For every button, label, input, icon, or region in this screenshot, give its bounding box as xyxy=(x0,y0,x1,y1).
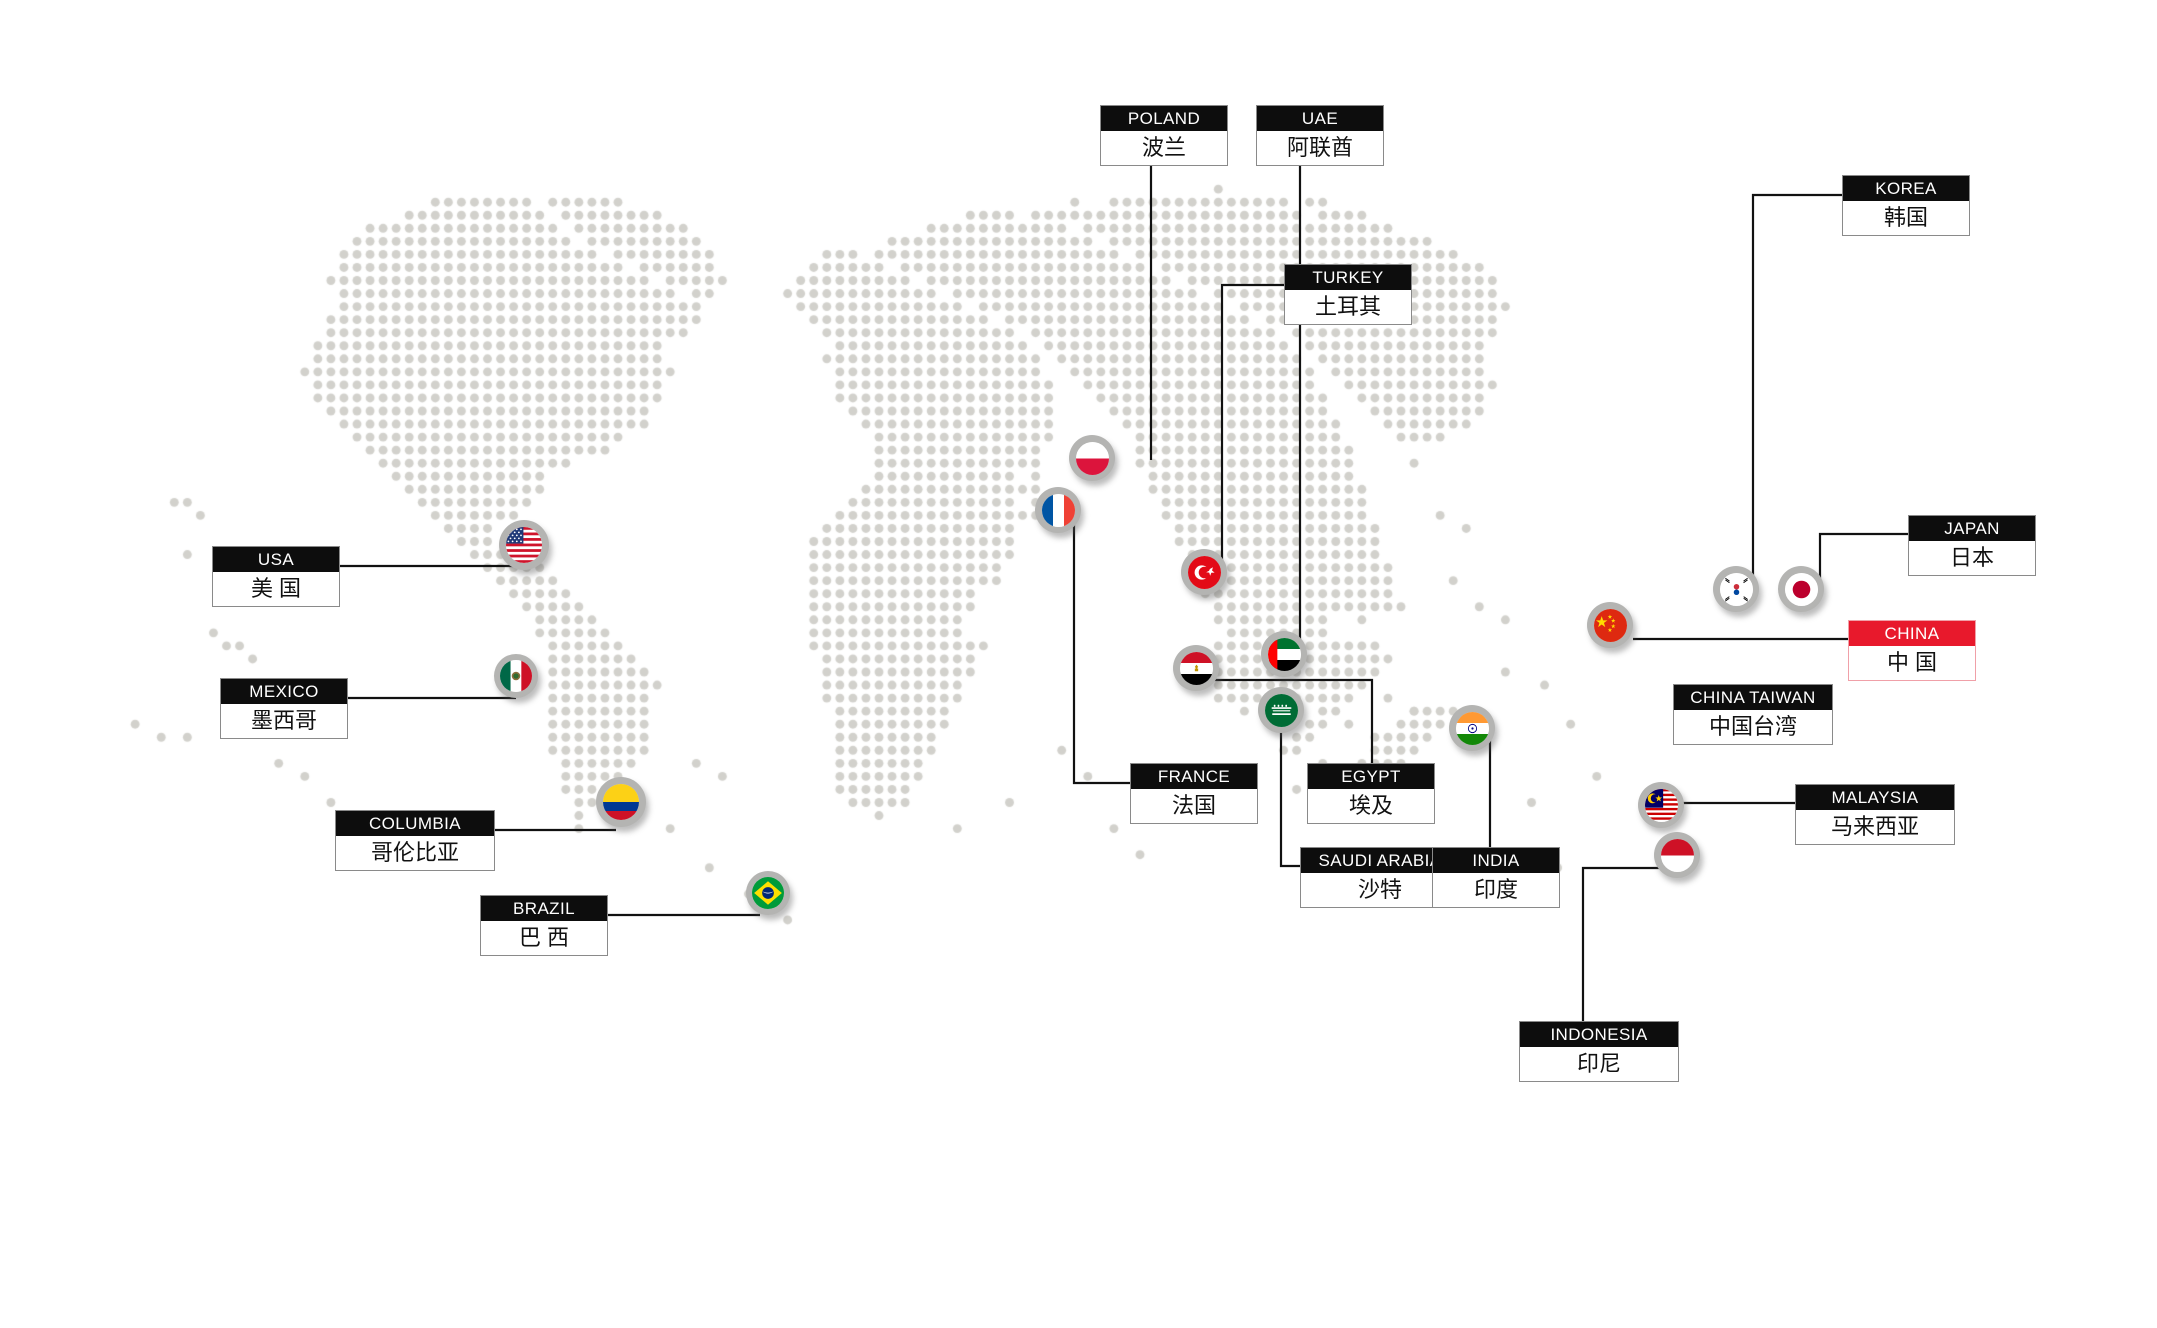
malaysia-flag-icon xyxy=(1644,788,1678,822)
country-label-zh: 阿联酋 xyxy=(1257,131,1383,165)
country-label-en: TURKEY xyxy=(1285,265,1411,290)
country-label-japan[interactable]: JAPAN 日本 xyxy=(1908,515,2036,576)
country-label-zh: 墨西哥 xyxy=(221,704,347,738)
indonesia-flag-icon xyxy=(1660,838,1694,872)
country-label-france[interactable]: FRANCE 法国 xyxy=(1130,763,1258,824)
country-label-zh: 波兰 xyxy=(1101,131,1227,165)
country-label-en: KOREA xyxy=(1843,176,1969,201)
map-marker-saudi-arabia[interactable] xyxy=(1258,687,1304,733)
saudi-arabia-flag-icon xyxy=(1264,693,1298,727)
country-label-turkey[interactable]: TURKEY 土耳其 xyxy=(1284,264,1412,325)
turkey-flag-icon xyxy=(1187,555,1221,589)
korea-flag-icon xyxy=(1719,572,1753,606)
map-marker-egypt[interactable] xyxy=(1173,645,1219,691)
map-marker-turkey[interactable] xyxy=(1181,549,1227,595)
country-label-india[interactable]: INDIA 印度 xyxy=(1432,847,1560,908)
indonesia-wire xyxy=(1581,866,1688,1021)
map-marker-mexico[interactable] xyxy=(494,654,538,698)
egypt-flag-icon xyxy=(1179,651,1213,685)
country-label-zh: 哥伦比亚 xyxy=(336,836,494,870)
country-label-indonesia[interactable]: INDONESIA 印尼 xyxy=(1519,1021,1679,1082)
japan-flag-icon xyxy=(1784,572,1818,606)
country-label-zh: 马来西亚 xyxy=(1796,810,1954,844)
india-flag-icon xyxy=(1455,711,1489,745)
country-label-en: MALAYSIA xyxy=(1796,785,1954,810)
country-label-egypt[interactable]: EGYPT 埃及 xyxy=(1307,763,1435,824)
country-label-en: POLAND xyxy=(1101,106,1227,131)
brazil-flag-icon xyxy=(752,877,784,909)
map-marker-france[interactable] xyxy=(1035,487,1081,533)
country-label-zh: 土耳其 xyxy=(1285,290,1411,324)
country-label-malaysia[interactable]: MALAYSIA 马来西亚 xyxy=(1795,784,1955,845)
turkey-wire xyxy=(1220,283,1284,569)
country-label-en: UAE xyxy=(1257,106,1383,131)
map-marker-indonesia[interactable] xyxy=(1654,832,1700,878)
country-label-brazil[interactable]: BRAZIL 巴 西 xyxy=(480,895,608,956)
korea-wire xyxy=(1751,193,1842,582)
country-label-en: MEXICO xyxy=(221,679,347,704)
country-label-zh: 印度 xyxy=(1433,873,1559,907)
country-label-en: BRAZIL xyxy=(481,896,607,921)
country-label-mexico[interactable]: MEXICO 墨西哥 xyxy=(220,678,348,739)
country-label-en: INDIA xyxy=(1433,848,1559,873)
country-label-uae[interactable]: UAE 阿联酋 xyxy=(1256,105,1384,166)
country-label-en: EGYPT xyxy=(1308,764,1434,789)
country-label-china-taiwan[interactable]: CHINA TAIWAN 中国台湾 xyxy=(1673,684,1833,745)
country-label-en: USA xyxy=(213,547,339,572)
country-label-usa[interactable]: USA 美 国 xyxy=(212,546,340,607)
uae-flag-icon xyxy=(1267,637,1301,671)
mexico-flag-icon xyxy=(500,660,532,692)
map-marker-columbia[interactable] xyxy=(596,777,646,827)
france-wire xyxy=(1072,516,1130,785)
poland-flag-icon xyxy=(1075,441,1109,475)
country-label-zh: 日本 xyxy=(1909,541,2035,575)
map-marker-malaysia[interactable] xyxy=(1638,782,1684,828)
country-label-zh: 中 国 xyxy=(1849,646,1975,680)
map-marker-brazil[interactable] xyxy=(746,871,790,915)
japan-wire xyxy=(1818,532,1908,582)
saudi-arabia-wire xyxy=(1279,726,1300,868)
country-label-en: JAPAN xyxy=(1909,516,2035,541)
map-marker-korea[interactable] xyxy=(1713,566,1759,612)
country-label-en: COLUMBIA xyxy=(336,811,494,836)
france-flag-icon xyxy=(1041,493,1075,527)
country-label-zh: 印尼 xyxy=(1520,1047,1678,1081)
country-label-zh: 中国台湾 xyxy=(1674,710,1832,744)
china-flag-icon xyxy=(1593,608,1627,642)
country-label-en: CHINA TAIWAN xyxy=(1674,685,1832,710)
map-marker-usa[interactable] xyxy=(499,520,549,570)
country-label-zh: 埃及 xyxy=(1308,789,1434,823)
map-marker-china[interactable] xyxy=(1587,602,1633,648)
country-label-zh: 韩国 xyxy=(1843,201,1969,235)
usa-flag-icon xyxy=(506,527,542,563)
country-label-zh: 美 国 xyxy=(213,572,339,606)
country-label-zh: 巴 西 xyxy=(481,921,607,955)
map-marker-uae[interactable] xyxy=(1261,631,1307,677)
country-label-korea[interactable]: KOREA 韩国 xyxy=(1842,175,1970,236)
map-marker-india[interactable] xyxy=(1449,705,1495,751)
country-label-en: INDONESIA xyxy=(1520,1022,1678,1047)
map-marker-japan[interactable] xyxy=(1778,566,1824,612)
country-label-saudi-arabia[interactable]: SAUDI ARABIA 沙特 xyxy=(1300,847,1460,908)
columbia-flag-icon xyxy=(603,784,639,820)
map-marker-poland[interactable] xyxy=(1069,435,1115,481)
country-label-china[interactable]: CHINA 中 国 xyxy=(1848,620,1976,681)
country-label-en: CHINA xyxy=(1849,621,1975,646)
country-label-columbia[interactable]: COLUMBIA 哥伦比亚 xyxy=(335,810,495,871)
country-label-poland[interactable]: POLAND 波兰 xyxy=(1100,105,1228,166)
country-label-en: FRANCE xyxy=(1131,764,1257,789)
country-label-zh: 法国 xyxy=(1131,789,1257,823)
